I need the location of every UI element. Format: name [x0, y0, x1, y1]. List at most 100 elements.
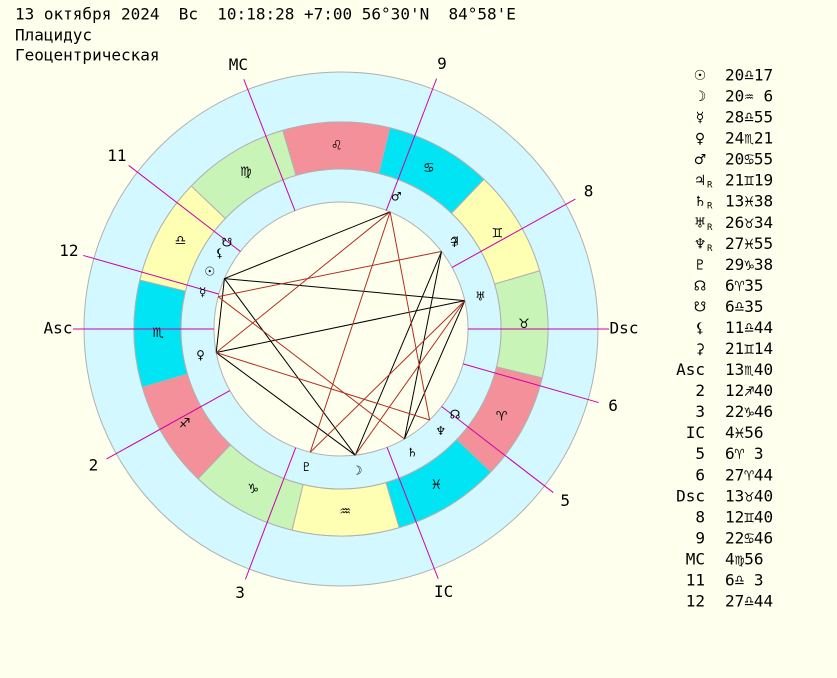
aspect-line — [224, 278, 465, 302]
house-cusp — [83, 254, 220, 295]
zodiac-glyph: ♍ — [240, 165, 252, 180]
planet-glyph: ☽ — [352, 464, 363, 478]
aspect-line — [389, 211, 431, 421]
table-planet-glyph: ⚳ — [695, 342, 705, 358]
planet-glyph: ☉ — [204, 265, 215, 279]
table-house-label: Dsc — [676, 486, 705, 505]
planet-glyph: ☊ — [450, 408, 461, 422]
date-line: 13 октября 2024 Вс 10:18:28 +7:00 56°30'… — [15, 5, 516, 24]
table-house-label: IC — [686, 423, 705, 442]
table-planet-position: 21♊14 — [725, 339, 773, 358]
table-planet-glyph: ♄ — [694, 194, 707, 210]
house-cusp — [462, 363, 599, 404]
house-cusp — [128, 165, 241, 252]
table-planet-glyph: ☉ — [694, 68, 707, 84]
table-house-position: 12♊40 — [725, 507, 773, 526]
planet-glyph: ♀ — [196, 348, 205, 362]
house-system: Плацидус — [15, 26, 92, 45]
table-planet-position: 28♎55 — [725, 108, 773, 127]
zodiac-glyph: ♌ — [331, 139, 343, 154]
planet-glyph: ♅ — [475, 290, 486, 304]
table-planet-glyph: ☋ — [694, 299, 706, 315]
house-label: MC — [229, 55, 248, 74]
house-cusp — [441, 406, 554, 493]
aspect-line — [216, 300, 465, 354]
house-label: 8 — [584, 181, 594, 200]
table-house-label: 6 — [695, 465, 705, 484]
table-house-label: 11 — [686, 570, 705, 589]
table-planet-glyph: ♅ — [694, 215, 707, 231]
aspect-line — [218, 250, 442, 298]
house-cusp — [386, 447, 439, 579]
table-house-position: 12♐40 — [725, 381, 773, 400]
house-cusp — [244, 447, 297, 580]
table-house-label: 9 — [695, 528, 705, 547]
aspect-line — [309, 211, 391, 453]
aspect-line — [354, 300, 466, 456]
table-planet-glyph: ☽ — [694, 89, 707, 105]
table-house-position: 13♏40 — [725, 360, 773, 379]
planet-glyph: ♆ — [435, 424, 446, 438]
house-cusp — [243, 79, 296, 211]
table-retrograde: R — [707, 202, 713, 212]
table-house-position: 27♎44 — [725, 592, 773, 611]
table-retrograde: R — [707, 244, 713, 254]
table-house-position: 22♋46 — [725, 528, 773, 547]
planet-glyph: ☿ — [199, 285, 206, 299]
table-retrograde: R — [707, 223, 713, 233]
table-planet-position: 6♈35 — [725, 276, 764, 295]
house-cusp — [451, 198, 576, 268]
house-cusp — [106, 390, 231, 460]
house-label: 11 — [107, 146, 126, 165]
aspect-line — [216, 352, 430, 421]
table-planet-position: 11♎44 — [725, 318, 773, 337]
table-planet-glyph: ☿ — [696, 110, 705, 126]
mode: Геоцентрическая — [15, 46, 160, 65]
house-label: 3 — [235, 583, 245, 602]
planet-glyph: ⚸ — [215, 246, 224, 260]
aspect-line — [217, 296, 405, 440]
aspect-line — [403, 300, 466, 440]
table-retrograde: R — [707, 181, 713, 191]
zodiac-glyph: ♊ — [491, 226, 503, 241]
table-planet-glyph: ♀ — [695, 131, 705, 147]
table-house-label: 12 — [686, 592, 705, 611]
aspect-line — [215, 352, 356, 456]
aspect-line — [309, 300, 466, 453]
table-house-position: 22♑46 — [725, 402, 773, 421]
table-house-label: 8 — [695, 507, 705, 526]
table-house-position: 4♍56 — [725, 549, 764, 568]
zodiac-glyph: ♑ — [247, 482, 259, 497]
table-house-label: 5 — [695, 444, 705, 463]
table-planet-position: 20♒ 6 — [725, 87, 773, 106]
table-planet-position: 21♊19 — [725, 171, 773, 190]
house-label: IC — [434, 582, 453, 601]
table-planet-glyph: ♇ — [694, 257, 707, 273]
table-planet-position: 24♏21 — [725, 129, 773, 148]
zodiac-glyph: ♉ — [518, 317, 530, 332]
table-planet-position: 29♑38 — [725, 255, 773, 274]
house-label: 9 — [437, 54, 447, 73]
table-planet-position: 13♓38 — [725, 192, 773, 211]
table-house-label: 2 — [695, 381, 705, 400]
aspect-line — [215, 278, 225, 353]
planet-glyph: ♇ — [301, 460, 312, 474]
house-label: 5 — [560, 491, 570, 510]
aspect-line — [224, 211, 391, 280]
table-planet-position: 27♓55 — [725, 234, 773, 253]
aspect-line — [224, 278, 356, 456]
house-label: 6 — [608, 396, 618, 415]
zodiac-glyph: ♋ — [423, 161, 435, 176]
table-planet-position: 20♋55 — [725, 150, 773, 169]
table-house-position: 27♈44 — [725, 465, 773, 484]
house-label: Asc — [44, 319, 73, 338]
planet-glyph: ⚳ — [450, 234, 459, 248]
table-house-position: 6♎ 3 — [725, 570, 764, 589]
table-planet-glyph: ♆ — [694, 236, 707, 252]
table-planet-position: 6♎35 — [725, 297, 764, 316]
table-planet-glyph: ⚸ — [695, 320, 705, 336]
aspect-line — [215, 211, 391, 353]
table-house-position: 4♓56 — [725, 423, 764, 442]
zodiac-glyph: ♏ — [152, 326, 164, 341]
planet-glyph: ♃ — [449, 234, 460, 248]
